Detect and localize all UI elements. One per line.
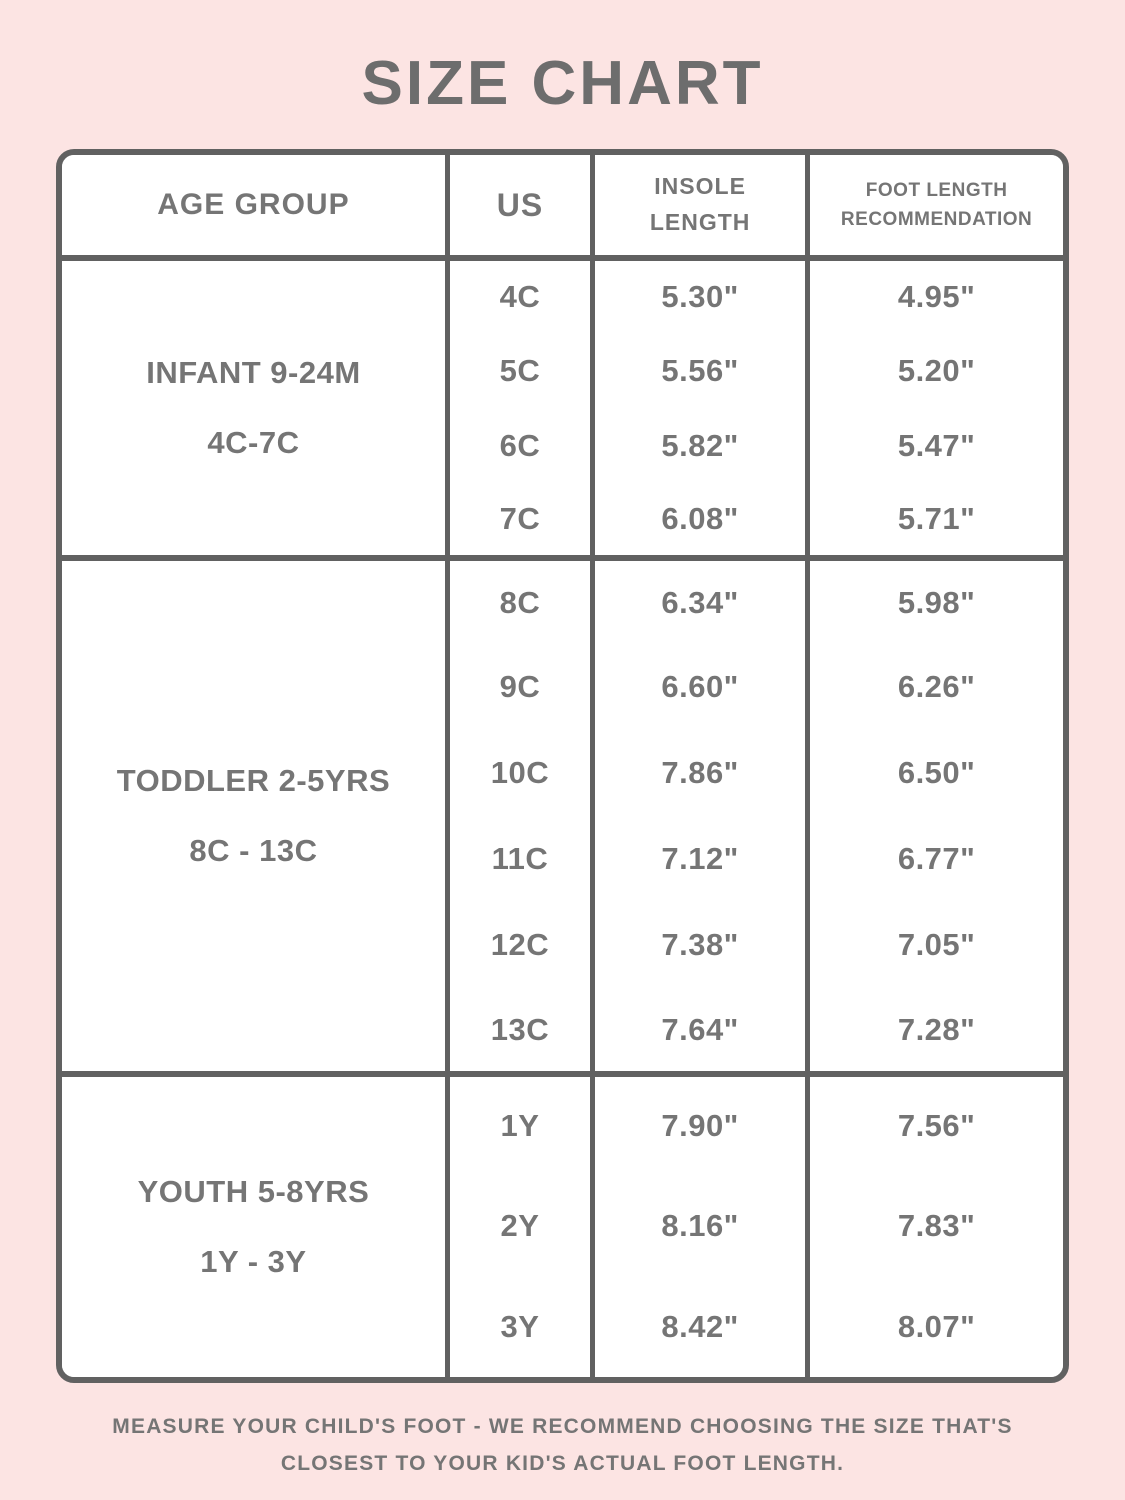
foot-length-cell: 7.28": [805, 988, 1063, 1074]
us-size-cell: 7C: [444, 483, 593, 558]
us-size-cell: 12C: [444, 902, 593, 988]
us-size-cell: 8C: [444, 555, 593, 644]
table-row: 2Y 8.16" 7.83": [62, 1175, 1063, 1276]
group-label-toddler: TODDLER 2-5YRS 8C - 13C: [62, 555, 448, 1074]
table-row: YOUTH 5-8YRS 1Y - 3Y 1Y 7.90" 7.56": [62, 1071, 1063, 1377]
insole-length-cell: 6.34": [590, 555, 808, 644]
us-size-cell: 6C: [444, 408, 593, 483]
group-label-infant: INFANT 9-24M 4C-7C: [62, 255, 448, 558]
us-size-cell: 9C: [444, 644, 593, 730]
group-label-line2: 8C - 13C: [189, 833, 318, 868]
insole-length-cell: 7.12": [590, 816, 808, 902]
foot-length-cell: 5.98": [805, 555, 1063, 644]
insole-length-cell: 7.38": [590, 902, 808, 988]
insole-length-cell: 7.90": [590, 1071, 808, 1175]
group-label-line2: 1Y - 3Y: [200, 1244, 307, 1279]
us-size-cell: 5C: [444, 333, 593, 408]
foot-length-cell: 7.05": [805, 902, 1063, 988]
page-title: SIZE CHART: [361, 49, 764, 118]
insole-length-cell: 6.08": [590, 483, 808, 558]
insole-length-cell: 7.86": [590, 730, 808, 816]
insole-length-cell: 7.64": [590, 988, 808, 1074]
table-row: 12C 7.38" 7.05": [62, 902, 1063, 988]
table-row: 5C 5.56" 5.20": [62, 333, 1063, 408]
table-row: 6C 5.82" 5.47": [62, 408, 1063, 483]
group-label-line1: YOUTH 5-8YRS: [137, 1174, 370, 1209]
header-insole-line2: LENGTH: [649, 209, 751, 235]
size-chart-table-container: AGE GROUP US INSOLE LENGTH FOOT LENGTH R…: [56, 149, 1069, 1383]
foot-length-cell: 4.95": [805, 255, 1063, 333]
us-size-cell: 10C: [444, 730, 593, 816]
group-label-line2: 4C-7C: [207, 425, 300, 460]
header-insole-line1: INSOLE: [654, 173, 746, 200]
us-size-cell: 1Y: [444, 1071, 593, 1175]
table-row: 7C 6.08" 5.71": [62, 483, 1063, 558]
table-row: INFANT 9-24M 4C-7C 4C 5.30" 4.95": [62, 255, 1063, 558]
insole-length-cell: 5.82": [590, 408, 808, 483]
insole-length-cell: 6.60": [590, 644, 808, 730]
us-size-cell: 2Y: [444, 1175, 593, 1276]
foot-length-cell: 5.20": [805, 333, 1063, 408]
us-size-cell: 3Y: [444, 1276, 593, 1377]
header-us: US: [444, 155, 593, 258]
foot-length-cell: 6.77": [805, 816, 1063, 902]
measurement-note: MEASURE YOUR CHILD'S FOOT - WE RECOMMEND…: [112, 1415, 1013, 1475]
foot-length-cell: 5.71": [805, 483, 1063, 558]
foot-length-cell: 6.50": [805, 730, 1063, 816]
foot-length-cell: 6.26": [805, 644, 1063, 730]
table-header-row: AGE GROUP US INSOLE LENGTH FOOT LENGTH R…: [62, 155, 1063, 258]
table-row: 3Y 8.42" 8.07": [62, 1276, 1063, 1377]
us-size-cell: 13C: [444, 988, 593, 1074]
insole-length-cell: 5.30": [590, 255, 808, 333]
us-size-cell: 11C: [444, 816, 593, 902]
insole-length-cell: 8.42": [590, 1276, 808, 1377]
header-foot-length: FOOT LENGTH RECOMMENDATION: [805, 155, 1063, 258]
header-foot-line2: RECOMMENDATION: [840, 209, 1033, 230]
header-age-group: AGE GROUP: [62, 155, 448, 258]
size-chart-table: AGE GROUP US INSOLE LENGTH FOOT LENGTH R…: [62, 155, 1063, 1377]
group-label-youth: YOUTH 5-8YRS 1Y - 3Y: [62, 1071, 448, 1377]
foot-length-cell: 7.83": [805, 1175, 1063, 1276]
table-row: TODDLER 2-5YRS 8C - 13C 8C 6.34" 5.98": [62, 555, 1063, 1074]
foot-length-cell: 5.47": [805, 408, 1063, 483]
group-label-line1: TODDLER 2-5YRS: [116, 763, 391, 798]
group-label-line1: INFANT 9-24M: [146, 355, 361, 390]
foot-length-cell: 7.56": [805, 1071, 1063, 1175]
insole-length-cell: 5.56": [590, 333, 808, 408]
insole-length-cell: 8.16": [590, 1175, 808, 1276]
table-row: 10C 7.86" 6.50": [62, 730, 1063, 816]
foot-length-cell: 8.07": [805, 1276, 1063, 1377]
us-size-cell: 4C: [444, 255, 593, 333]
table-row: 9C 6.60" 6.26": [62, 644, 1063, 730]
table-row: 11C 7.12" 6.77": [62, 816, 1063, 902]
header-foot-line1: FOOT LENGTH: [865, 179, 1008, 201]
table-row: 13C 7.64" 7.28": [62, 988, 1063, 1074]
header-insole-length: INSOLE LENGTH: [590, 155, 808, 258]
